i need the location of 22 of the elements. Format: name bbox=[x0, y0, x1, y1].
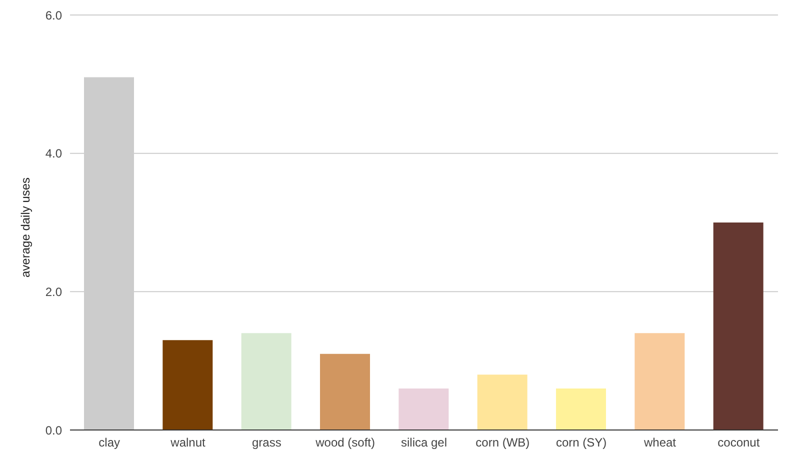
y-axis-title: average daily uses bbox=[18, 177, 32, 278]
x-tick-label: corn (SY) bbox=[556, 436, 607, 450]
y-tick-label: 0.0 bbox=[45, 423, 62, 438]
bar bbox=[556, 388, 606, 430]
bar bbox=[477, 374, 528, 430]
x-tick-label: clay bbox=[98, 436, 120, 450]
bar bbox=[713, 222, 764, 430]
x-tick-label: wood (soft) bbox=[314, 436, 376, 450]
bar bbox=[398, 388, 449, 430]
y-tick-label: 6.0 bbox=[45, 8, 62, 22]
y-tick-label: 4.0 bbox=[45, 146, 62, 161]
x-tick-label: grass bbox=[252, 436, 282, 450]
bar bbox=[241, 333, 292, 430]
x-tick-label: coconut bbox=[718, 436, 760, 450]
x-tick-label: corn (WB) bbox=[476, 436, 530, 450]
x-tick-label: walnut bbox=[170, 436, 206, 450]
bar bbox=[634, 333, 685, 430]
y-tick-label: 2.0 bbox=[45, 284, 62, 299]
bar bbox=[162, 340, 213, 430]
x-tick-label: silica gel bbox=[400, 436, 448, 450]
bar bbox=[320, 354, 370, 430]
x-tick-label: wheat bbox=[642, 436, 677, 450]
